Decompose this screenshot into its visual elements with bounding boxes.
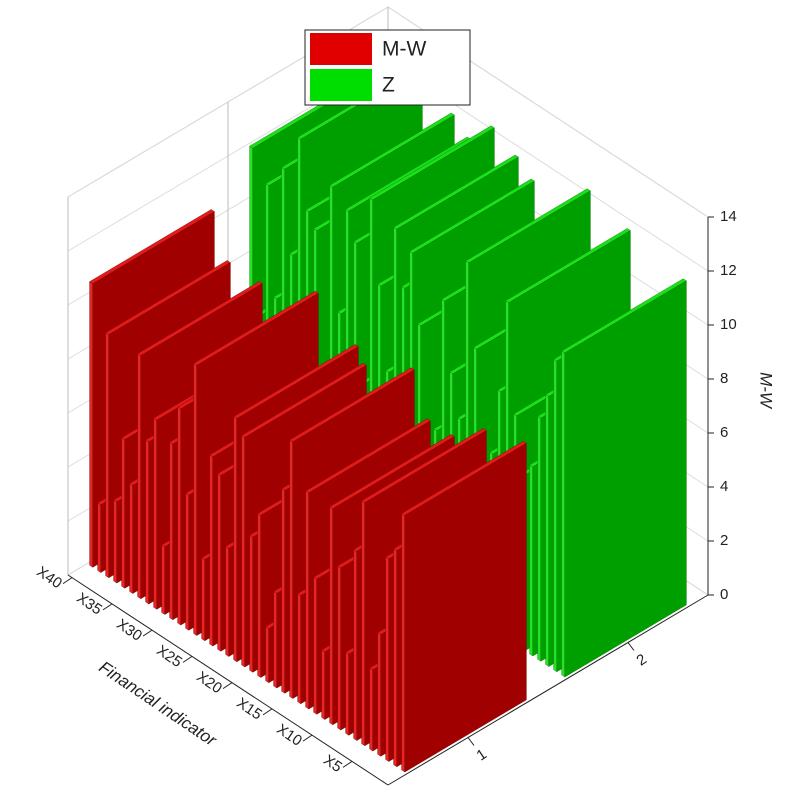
bar-side <box>369 667 373 752</box>
bar-side <box>321 649 325 720</box>
bar-side <box>273 591 277 689</box>
bar-side <box>297 593 301 705</box>
x-axis <box>67 574 389 786</box>
bar-side <box>329 506 333 726</box>
bar-side <box>385 556 389 762</box>
bar-side <box>529 464 533 657</box>
z-tick-label: 10 <box>720 316 737 333</box>
legend-label: Z <box>382 74 395 97</box>
x-tick-label: X20 <box>193 668 225 697</box>
bar-side <box>393 548 397 768</box>
z-tick-label: 4 <box>720 478 728 495</box>
bar-side <box>353 549 357 741</box>
bar-side <box>281 488 285 694</box>
z-tick-label: 12 <box>720 262 737 279</box>
bar-front <box>404 442 527 773</box>
bar-side <box>185 492 190 631</box>
bar-side <box>545 394 549 667</box>
x-tick-label: X10 <box>273 721 305 750</box>
bar-side <box>361 500 365 747</box>
z-tick-label: 2 <box>720 532 728 549</box>
bar-side <box>553 358 557 673</box>
x-tick <box>222 682 233 690</box>
z-tick-label: 8 <box>720 370 728 387</box>
bar-side <box>377 632 381 757</box>
bar-side <box>225 546 230 657</box>
bar-side <box>161 544 166 615</box>
bar-side <box>337 565 341 731</box>
bar-side <box>113 499 118 584</box>
bar-side <box>241 435 246 668</box>
bar-side <box>137 353 142 600</box>
series-tick <box>467 737 475 746</box>
bar-side <box>193 363 198 636</box>
bar-side <box>561 350 565 678</box>
bar-side <box>257 513 261 678</box>
x-tick <box>342 760 353 768</box>
x-tick <box>182 655 193 663</box>
x-tick <box>302 734 313 742</box>
bar-side <box>177 406 182 626</box>
bar-side <box>169 441 174 621</box>
bar-side <box>289 439 293 699</box>
x-tick-label: X35 <box>73 589 105 618</box>
bar-side <box>345 651 349 736</box>
legend: M-W Z <box>304 29 471 106</box>
bar-side <box>305 490 309 710</box>
legend-swatch <box>310 33 372 65</box>
bar <box>401 440 527 773</box>
series-tick-label: 1 <box>473 746 489 765</box>
bar-side <box>265 626 269 684</box>
bar-side <box>209 454 214 647</box>
x-tick-label: X15 <box>233 694 265 723</box>
z-tick-label: 14 <box>720 208 737 225</box>
series-tick <box>627 642 635 651</box>
bar-side <box>121 437 126 589</box>
bar-side <box>233 416 238 663</box>
bar-front <box>564 280 687 678</box>
x-tick-label: X5 <box>320 752 345 776</box>
bar-side <box>217 473 222 652</box>
bar-side <box>537 415 541 662</box>
z-tick-label: 6 <box>720 424 728 441</box>
x-tick-label: X25 <box>153 642 185 671</box>
x-tick <box>142 629 153 637</box>
bar-side <box>201 557 206 642</box>
z-tick-label: 0 <box>720 586 728 603</box>
series-tick-label: 2 <box>633 651 649 670</box>
bar-side <box>249 534 254 673</box>
legend-label: M-W <box>382 38 426 61</box>
series-axis <box>387 594 709 786</box>
bar-side <box>129 483 134 594</box>
bar-side <box>153 417 158 610</box>
z-axis-title: M-W <box>757 372 776 410</box>
x-tick <box>262 708 273 716</box>
bar-side <box>145 439 150 605</box>
bar-side <box>89 281 94 568</box>
bar-side <box>97 502 102 573</box>
legend-swatch <box>310 69 372 101</box>
bar-side <box>105 332 110 579</box>
x-tick <box>102 603 113 611</box>
bar-side <box>401 513 405 773</box>
bar <box>561 278 687 678</box>
x-tick-label: X40 <box>33 563 65 592</box>
bar-side <box>313 576 317 715</box>
x-tick <box>62 577 73 585</box>
x-tick-label: X30 <box>113 616 145 645</box>
